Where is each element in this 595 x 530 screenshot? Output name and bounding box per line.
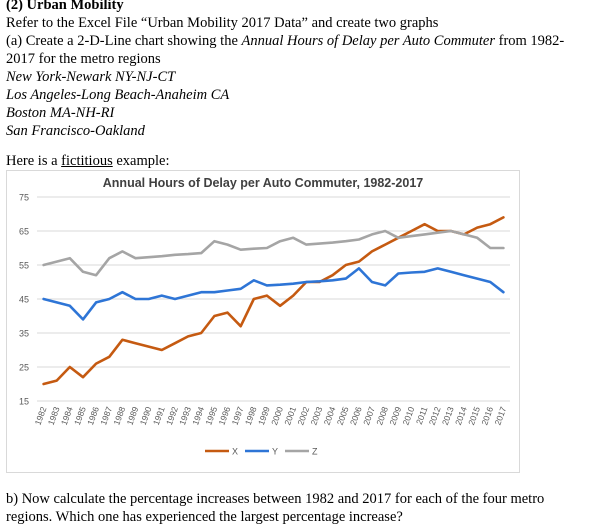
part-b-line-1: b) Now calculate the percentage increase… (6, 491, 545, 507)
chart-subject: Annual Hours of Delay per Auto Commuter (241, 33, 495, 49)
y-tick-label: 65 (19, 227, 29, 237)
example-suffix: example: (112, 153, 170, 169)
section-heading: (2) Urban Mobility (6, 0, 124, 13)
line-chart: Annual Hours of Delay per Auto Commuter,… (6, 170, 520, 473)
y-tick-label: 15 (19, 397, 29, 407)
instruction-part-a-tail: from 1982- (495, 33, 565, 49)
y-tick-label: 55 (19, 261, 29, 271)
instruction-part-a: (a) Create a 2-D-Line chart showing the (6, 33, 242, 49)
series-line-z (42, 229, 505, 277)
series-line-y (42, 267, 505, 321)
y-tick-label: 75 (19, 193, 29, 203)
legend-label-y: Y (272, 447, 278, 457)
y-tick-label: 35 (19, 329, 29, 339)
legend-label-z: Z (312, 447, 318, 457)
region-4: San Francisco-Oakland (6, 123, 145, 139)
x-tick-label: 2017 (492, 405, 508, 426)
example-prefix: Here is a (6, 153, 62, 169)
y-tick-label: 25 (19, 363, 29, 373)
region-1: New York-Newark NY-NJ-CT (6, 69, 176, 85)
example-fictitious: fictitious (61, 153, 113, 169)
instruction-line-2: (a) Create a 2-D-Line chart showing the … (6, 32, 564, 50)
series-line-x (42, 216, 505, 386)
y-tick-label: 45 (19, 295, 29, 305)
chart-title: Annual Hours of Delay per Auto Commuter,… (103, 176, 424, 190)
example-caption: Here is a fictitious example: (6, 152, 170, 170)
region-2: Los Angeles-Long Beach-Anaheim CA (6, 87, 230, 103)
chart-svg: Annual Hours of Delay per Auto Commuter,… (19, 176, 510, 457)
part-b-line-2: regions. Which one has experienced the l… (6, 509, 403, 525)
region-3: Boston MA-NH-RI (6, 105, 115, 121)
instruction-line-3: 2017 for the metro regions (6, 51, 161, 67)
instruction-line-1: Refer to the Excel File “Urban Mobility … (6, 15, 439, 31)
legend-label-x: X (232, 447, 238, 457)
